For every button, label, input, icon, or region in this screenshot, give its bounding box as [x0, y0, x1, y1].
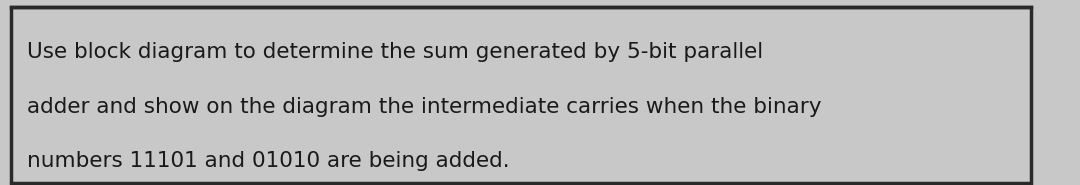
Text: adder and show on the diagram the intermediate carries when the binary: adder and show on the diagram the interm… [27, 97, 822, 117]
Text: Use block diagram to determine the sum generated by 5-bit parallel: Use block diagram to determine the sum g… [27, 42, 764, 62]
Text: numbers 11101 and 01010 are being added.: numbers 11101 and 01010 are being added. [27, 151, 510, 171]
FancyBboxPatch shape [11, 7, 1031, 183]
